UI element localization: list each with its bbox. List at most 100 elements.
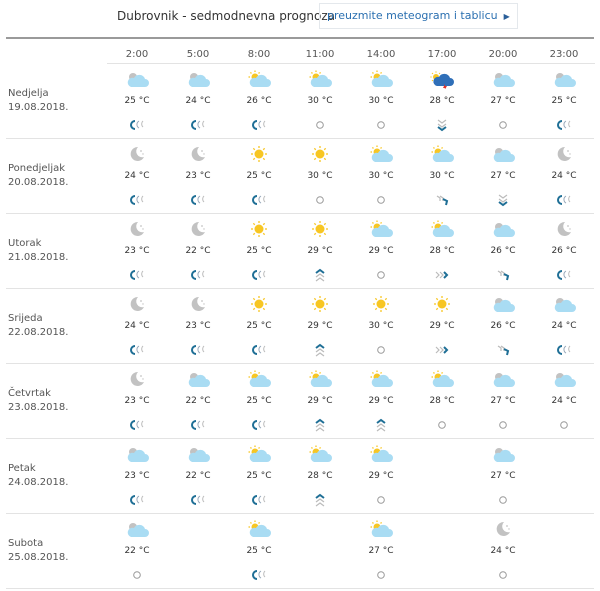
forecast-cell: 28 °C [412,213,472,288]
forecast-cell: 23 °C [107,213,167,288]
forecast-cell: 25 °C [229,513,289,588]
sun-icon [247,219,271,239]
page-title: Dubrovnik - sedmodnevna prognoza [117,9,336,23]
calm-wind-icon [495,567,511,581]
sun-cloud-icon [369,519,393,539]
temperature: 30 °C [368,321,394,331]
day-name: Nedjelja [8,88,49,99]
day-name: Ponedjeljak [8,163,66,174]
day-label: Srijeda 22.08.2018. [8,312,68,340]
day-row: Nedjelja 19.08.2018. 25 °C 24 °C 26 °C 30 °C 3… [6,63,594,139]
day-date: 22.08.2018. [8,327,69,338]
temperature: 26 °C [490,246,516,256]
calm-wind-icon [312,117,328,131]
sun-cloud-icon [308,69,332,89]
sun-icon [308,294,332,314]
calm-wind-icon [556,417,572,431]
hour-label: 8:00 [247,49,271,60]
download-meteogram-button[interactable]: preuzmite meteogram i tablicu ▶ [319,3,518,29]
hour-label: 2:00 [125,49,149,60]
wind-sw-icon [190,117,206,131]
sun-cloud-icon [369,69,393,89]
temperature: 25 °C [246,396,272,406]
cloud-night-icon [552,69,576,89]
calm-wind-icon [312,192,328,206]
forecast-cell: 23 °C [168,138,228,213]
temperature: 29 °C [307,396,333,406]
calm-wind-icon [373,267,389,281]
temperature: 25 °C [246,171,272,181]
sun-cloud-icon [247,444,271,464]
temperature: 22 °C [185,396,211,406]
hour-label: 14:00 [366,49,396,60]
temperature: 24 °C [551,171,577,181]
download-label: preuzmite meteogram i tablicu [327,9,498,22]
moon-icon [186,294,210,314]
day-date: 23.08.2018. [8,402,69,413]
wind-ne-icon [495,342,511,356]
moon-icon [125,369,149,389]
temperature: 28 °C [429,96,455,106]
forecast-cell: 30 °C [412,138,472,213]
sun-cloud-icon [247,369,271,389]
temperature: 25 °C [246,321,272,331]
moon-icon [125,144,149,164]
sun-icon [308,144,332,164]
calm-wind-icon [434,417,450,431]
temperature: 23 °C [185,321,211,331]
day-name: Srijeda [8,313,43,324]
wind-sw-icon [129,192,145,206]
sun-cloud-icon [247,519,271,539]
wind-sw-icon [251,192,267,206]
temperature: 29 °C [307,246,333,256]
day-row: Petak 24.08.2018. 23 °C 22 °C 25 °C 28 °C 29 °… [6,438,594,514]
temperature: 24 °C [124,321,150,331]
calm-wind-icon [129,567,145,581]
cloud-night-icon [491,444,515,464]
wind-s-icon [312,267,328,282]
moon-icon [186,144,210,164]
forecast-cell: 26 °C [473,288,533,363]
wind-sw-icon [190,492,206,506]
temperature: 30 °C [429,171,455,181]
forecast-cell: 29 °C [351,213,411,288]
wind-s-icon [373,417,389,432]
temperature: 29 °C [368,396,394,406]
forecast-cell: 30 °C [290,63,350,138]
forecast-cell: 25 °C [229,288,289,363]
moon-icon [552,219,576,239]
temperature: 22 °C [124,546,150,556]
cloud-night-icon [125,69,149,89]
wind-sw-icon [129,492,145,506]
calm-wind-icon [495,417,511,431]
calm-wind-icon [373,492,389,506]
wind-s-icon [312,342,328,357]
temperature: 23 °C [185,171,211,181]
temperature: 24 °C [551,321,577,331]
sun-cloud-icon [369,219,393,239]
forecast-cell: 24 °C [534,138,594,213]
temperature: 29 °C [429,321,455,331]
moon-icon [125,219,149,239]
wind-sw-icon [251,567,267,581]
temperature: 30 °C [368,96,394,106]
day-label: Utorak 21.08.2018. [8,237,68,265]
sun-icon [369,294,393,314]
forecast-cell: 25 °C [229,138,289,213]
forecast-cell: 29 °C [290,213,350,288]
forecast-cell [168,513,228,588]
forecast-cell: 27 °C [473,438,533,513]
temperature: 27 °C [490,171,516,181]
day-name: Četvrtak [8,388,51,399]
temperature: 27 °C [490,396,516,406]
storm-icon [430,69,454,91]
temperature: 24 °C [490,546,516,556]
day-row: Ponedjeljak 20.08.2018. 24 °C 23 °C 25 °C 30 … [6,138,594,214]
forecast-cell: 30 °C [351,63,411,138]
forecast-cell: 28 °C [412,63,472,138]
hour-label: 5:00 [186,49,210,60]
forecast-cell [412,438,472,513]
sun-icon [247,144,271,164]
sun-cloud-icon [430,369,454,389]
forecast-cell: 27 °C [473,63,533,138]
